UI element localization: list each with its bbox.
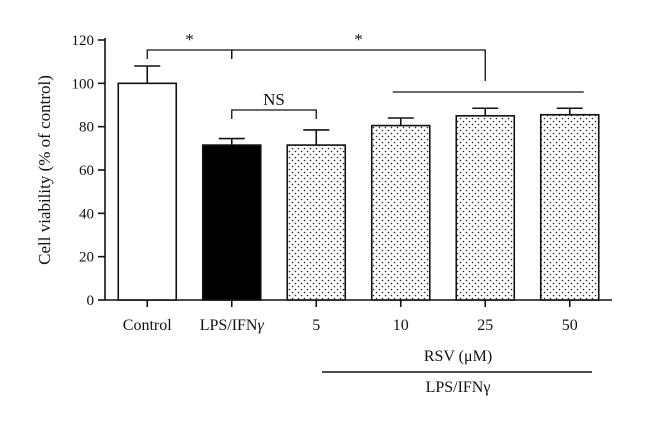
treatment-group-label: LPS/IFNγ [426,379,491,396]
significance-bracket [146,49,233,59]
x-tick-label: 5 [312,317,320,334]
significance-label: * [354,30,363,49]
bar [539,113,600,301]
significance-annotations: * * NS [146,30,584,119]
bar [117,82,178,301]
bar [201,144,262,301]
bar [455,115,516,301]
y-tick-label: 20 [79,250,94,266]
y-tick-label: 80 [79,120,94,136]
y-axis-label: Cell viability (% of control) [35,75,54,265]
bar [286,144,347,301]
significance-label: NS [263,90,285,109]
bars [117,65,600,301]
y-tick-label: 60 [79,163,94,179]
bar [370,124,431,301]
axes: 0 20 40 60 80 100 120 Control LPS/IFNγ 5 10 25 50 [72,33,612,334]
significance-bracket [231,109,317,119]
x-tick-label: Control [123,317,172,334]
significance-bracket [231,49,486,81]
x-tick-label: 10 [393,317,409,334]
x-tick-label: LPS/IFNγ [200,317,265,334]
y-tick-label: 100 [72,76,95,92]
y-tick-label: 40 [79,206,94,222]
rsv-group-label: RSV (μM) [424,348,492,365]
y-tick-label: 0 [87,293,95,309]
y-tick-label: 120 [72,33,95,49]
x-tick-label: 25 [477,317,493,334]
significance-label: * [185,30,194,49]
x-tick-label: 50 [562,317,578,334]
